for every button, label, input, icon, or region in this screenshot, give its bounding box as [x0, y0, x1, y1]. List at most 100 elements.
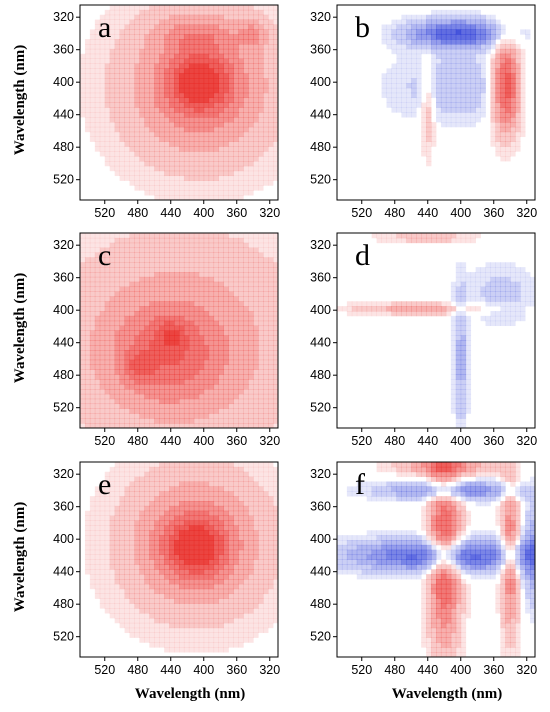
- heatmap-cell: [114, 87, 120, 94]
- heatmap-cell: [174, 242, 180, 249]
- heatmap-cell: [99, 281, 106, 288]
- heatmap-cell: [273, 476, 278, 482]
- heatmap-cell: [193, 44, 200, 50]
- heatmap-cell: [263, 549, 269, 556]
- heatmap-cell: [475, 39, 481, 45]
- heatmap-cell: [188, 281, 195, 288]
- heatmap-cell: [268, 491, 274, 497]
- heatmap-cell: [228, 369, 234, 375]
- heatmap-cell: [213, 63, 219, 69]
- heatmap-cell: [104, 418, 111, 424]
- heatmap-cell: [84, 83, 91, 89]
- heatmap-cell: [144, 9, 150, 16]
- heatmap-cell: [89, 48, 96, 55]
- heatmap-cell: [114, 151, 120, 157]
- x-tick-label: 400: [450, 434, 471, 448]
- heatmap-cell: [139, 530, 145, 536]
- heatmap-cell: [149, 170, 155, 177]
- heatmap-cell: [129, 29, 135, 35]
- heatmap-cell: [169, 359, 175, 366]
- heatmap-cell: [258, 505, 264, 512]
- heatmap-cell: [169, 63, 175, 69]
- y-tick-label: 360: [53, 43, 74, 57]
- heatmap-cell: [263, 520, 269, 526]
- heatmap-cell: [129, 369, 135, 375]
- heatmap-cell: [475, 107, 481, 113]
- heatmap-cell: [203, 340, 210, 346]
- heatmap-cell: [84, 311, 91, 317]
- heatmap-cell: [109, 559, 116, 565]
- heatmap-cell: [119, 374, 125, 380]
- heatmap-cell: [243, 131, 249, 138]
- heatmap-cell: [248, 408, 254, 414]
- heatmap-cell: [455, 87, 462, 94]
- heatmap-cell: [268, 320, 274, 327]
- heatmap-cell: [490, 262, 496, 268]
- heatmap-cell: [193, 403, 200, 409]
- heatmap-cell: [124, 554, 130, 560]
- heatmap-cell: [203, 520, 210, 526]
- heatmap-cell: [258, 48, 264, 55]
- heatmap-cell: [183, 24, 190, 30]
- heatmap-cell: [213, 525, 219, 531]
- heatmap-cell: [114, 389, 120, 395]
- heatmap-cell: [248, 83, 254, 89]
- heatmap-cell: [381, 39, 387, 45]
- heatmap-cell: [346, 301, 353, 307]
- heatmap-cell: [99, 515, 106, 521]
- heatmap-cell: [89, 311, 96, 317]
- heatmap-cell: [164, 501, 170, 507]
- heatmap-cell: [104, 408, 111, 414]
- heatmap-cell: [510, 272, 516, 278]
- heatmap-cell: [273, 146, 278, 152]
- heatmap-cell: [253, 369, 259, 375]
- heatmap-cell: [263, 165, 269, 172]
- heatmap-cell: [223, 505, 229, 512]
- heatmap-cell: [89, 286, 96, 292]
- heatmap-cell: [188, 535, 195, 541]
- heatmap-cell: [94, 496, 101, 502]
- heatmap-cell: [480, 19, 486, 25]
- heatmap-cell: [169, 496, 175, 502]
- heatmap-cell: [164, 535, 170, 541]
- heatmap-cell: [421, 151, 427, 157]
- heatmap-cell: [440, 78, 447, 84]
- heatmap-cell: [238, 185, 244, 191]
- heatmap-cell: [193, 476, 200, 482]
- heatmap-cell: [203, 252, 210, 258]
- heatmap-cell: [114, 374, 120, 380]
- heatmap-cell: [243, 501, 249, 507]
- heatmap-cell: [179, 83, 185, 89]
- heatmap-cell: [144, 389, 150, 395]
- heatmap-cell: [134, 315, 140, 322]
- x-tick-label: 400: [193, 206, 214, 220]
- heatmap-cell: [134, 180, 140, 186]
- heatmap-cell: [183, 19, 190, 25]
- heatmap-cell: [99, 369, 106, 375]
- heatmap-cell: [233, 306, 239, 312]
- heatmap-cell: [198, 306, 205, 312]
- heatmap-cell: [183, 242, 190, 249]
- heatmap-cell: [258, 63, 264, 69]
- heatmap-cell: [475, 102, 481, 108]
- heatmap-cell: [164, 510, 170, 517]
- heatmap-cell: [431, 14, 437, 21]
- heatmap-cell: [401, 83, 407, 89]
- heatmap-cell: [99, 68, 106, 74]
- heatmap-cell: [84, 315, 91, 322]
- heatmap-cell: [253, 131, 259, 138]
- heatmap-cell: [198, 34, 205, 40]
- heatmap-cell: [114, 92, 120, 99]
- heatmap-cell: [371, 301, 377, 307]
- heatmap-cell: [248, 364, 254, 370]
- heatmap-cell: [381, 34, 387, 40]
- heatmap-cell: [465, 364, 472, 370]
- heatmap-cell: [258, 19, 264, 25]
- heatmap-cell: [253, 306, 259, 312]
- heatmap-cell: [228, 364, 234, 370]
- heatmap-cell: [460, 364, 467, 370]
- heatmap-cell: [223, 39, 229, 45]
- heatmap-cells: [84, 462, 278, 653]
- heatmap-cell: [159, 39, 165, 45]
